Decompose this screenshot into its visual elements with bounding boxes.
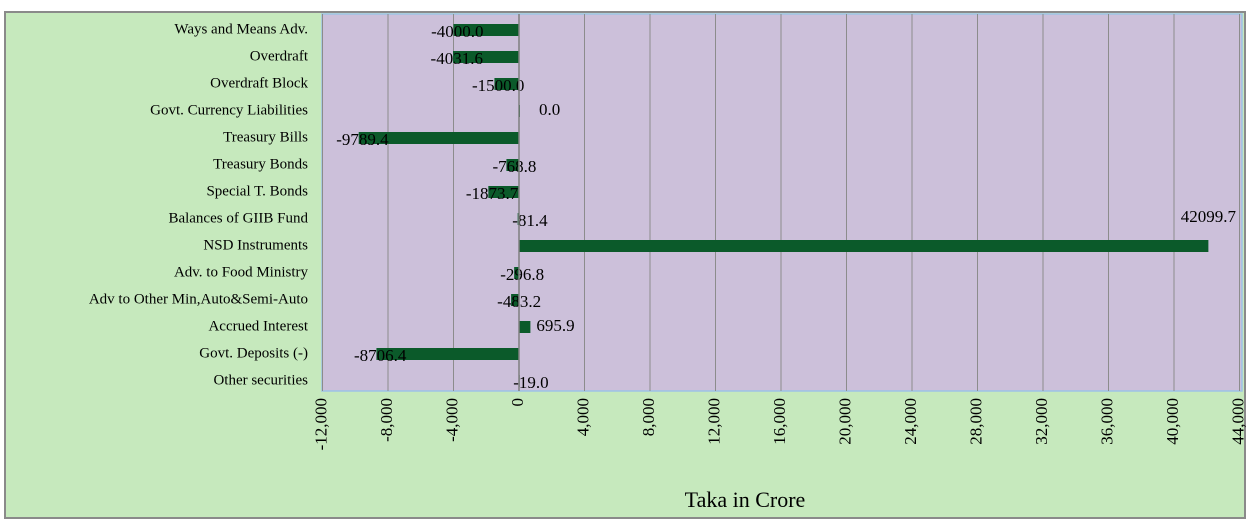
x-tick-label: 36,000 [1097,398,1116,445]
bar [376,348,519,360]
bar [514,267,519,279]
y-tick-label: Treasury Bills [223,129,308,145]
bar [519,321,531,333]
value-label: -296.8 [500,265,544,284]
x-tick-label: 8,000 [639,398,658,436]
x-tick-label: 4,000 [573,398,592,436]
x-tick-label: 12,000 [704,398,723,445]
x-tick-label: 28,000 [966,398,985,445]
value-label: 42099.7 [1181,207,1237,226]
bar [519,240,1209,252]
x-tick-label: -12,000 [311,398,330,450]
value-label: 0.0 [539,100,560,119]
x-tick-label: 16,000 [770,398,789,445]
x-tick-label: -4,000 [442,398,461,442]
x-tick-label: 40,000 [1163,398,1182,445]
bar [494,78,519,90]
value-label: -8706.4 [354,346,407,365]
y-tick-label: Overdraft [250,48,309,64]
x-tick-label: 0 [508,398,527,407]
y-tick-label: Balances of GIIB Fund [168,210,308,226]
x-tick-label: 44,000 [1228,398,1247,445]
bar [506,159,519,171]
value-label: -1873.7 [466,184,519,203]
y-tick-label: NSD Instruments [203,237,308,253]
bar [511,294,519,306]
bar [452,51,519,63]
x-tick-label: -8,000 [377,398,396,442]
y-tick-label: Ways and Means Adv. [174,21,308,37]
y-tick-label: Adv to Other Min,Auto&Semi-Auto [89,291,308,307]
x-tick-label: 24,000 [901,398,920,445]
y-tick-label: Accrued Interest [208,318,308,334]
value-label: -81.4 [512,211,548,230]
value-label: 695.9 [536,316,574,335]
bar [488,186,519,198]
value-label: -9789.4 [336,130,389,149]
value-label: -19.0 [513,373,548,392]
y-tick-label: Govt. Currency Liabilities [150,102,308,118]
y-tick-label: Treasury Bonds [213,156,308,172]
value-label: -4031.6 [431,49,483,68]
y-tick-label: Overdraft Block [210,75,308,91]
bar [453,24,519,36]
plot-area [321,13,1243,392]
value-label: -768.8 [492,157,536,176]
y-tick-label: Govt. Deposits (-) [199,345,308,361]
bar [358,132,519,144]
y-tick-label: Other securities [213,372,308,388]
value-label: -1500.0 [472,76,524,95]
y-tick-label: Adv. to Food Ministry [174,264,309,280]
value-label: -4000.0 [431,22,483,41]
x-axis-title: Taka in Crore [685,487,806,512]
x-tick-label: 32,000 [1032,398,1051,445]
y-tick-label: Special T. Bonds [206,183,308,199]
x-tick-label: 20,000 [835,398,854,445]
